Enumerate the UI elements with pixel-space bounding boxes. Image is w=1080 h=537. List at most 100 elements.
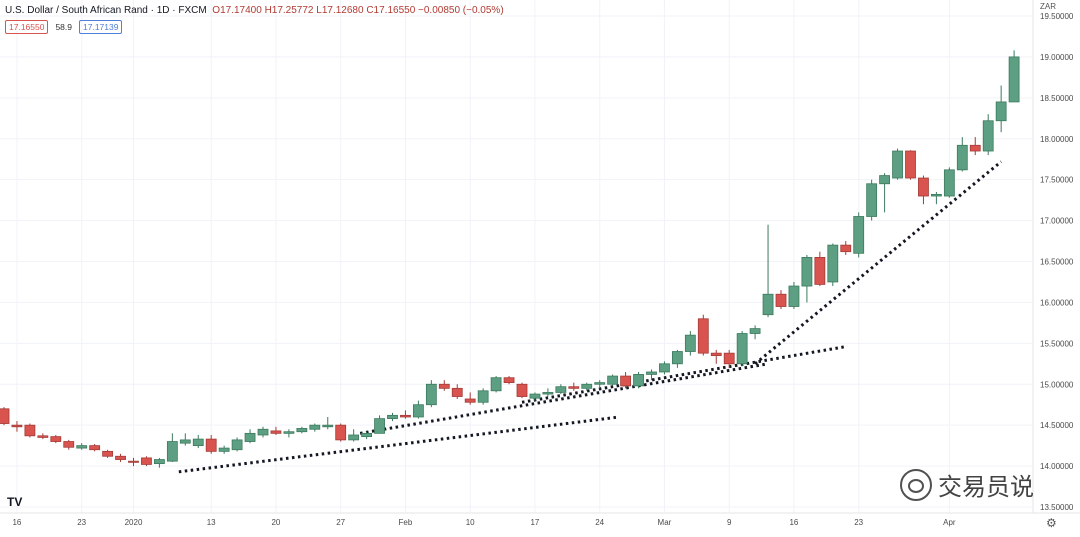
candle	[1008, 50, 1020, 103]
candle	[814, 251, 826, 287]
candle	[477, 388, 489, 405]
watermark-text: 交易员说	[938, 474, 1034, 501]
candle	[76, 443, 88, 450]
candle	[568, 382, 580, 391]
candle-body	[179, 439, 191, 444]
bid-price-button[interactable]: 17.16550	[5, 20, 49, 34]
y-tick-label: 18.50000	[1040, 94, 1074, 103]
candle-body	[464, 398, 476, 403]
candle-body	[684, 334, 696, 352]
candle	[451, 384, 463, 399]
candle	[348, 429, 360, 442]
candle	[892, 148, 903, 180]
candle	[361, 431, 373, 440]
trendline[interactable]	[754, 160, 1003, 365]
candle-body	[374, 418, 385, 434]
candle-body	[244, 432, 256, 442]
x-tick-label: 23	[77, 518, 86, 527]
symbol-title[interactable]: U.S. Dollar / South African Rand · 1D · …	[5, 5, 207, 16]
candle-body	[166, 441, 178, 462]
candle-body	[115, 455, 126, 460]
candle-body	[723, 352, 735, 365]
gear-icon[interactable]: ⚙	[1046, 516, 1057, 530]
candle	[63, 439, 75, 450]
candle	[231, 437, 243, 452]
x-tick-label: 17	[530, 518, 539, 527]
candle	[490, 376, 502, 393]
candle-body	[995, 101, 1007, 122]
y-tick-label: 19.00000	[1040, 53, 1074, 62]
candle-body	[24, 424, 36, 437]
candle	[205, 434, 217, 454]
candle-body	[37, 435, 49, 438]
x-tick-label: 16	[789, 518, 798, 527]
y-tick-label: 15.00000	[1040, 380, 1074, 389]
candle-body	[775, 293, 787, 307]
candle	[102, 449, 113, 458]
watermark: 交易员说	[900, 467, 1034, 502]
candle-body	[736, 333, 748, 365]
candle-body	[425, 383, 437, 406]
candle	[309, 423, 321, 432]
candle	[581, 382, 593, 391]
candle	[956, 137, 968, 172]
candle	[723, 349, 735, 368]
candle-body	[270, 430, 282, 434]
candle-body	[231, 439, 243, 451]
candle-body	[620, 375, 631, 387]
trendline[interactable]	[178, 415, 620, 474]
candle	[192, 434, 204, 449]
candle	[646, 369, 657, 381]
candle	[50, 434, 62, 444]
candle	[141, 456, 152, 467]
tradingview-logo[interactable]: TV	[7, 495, 23, 509]
ask-price-button[interactable]: 17.17139	[79, 20, 123, 34]
candle-body	[555, 386, 567, 393]
candle	[257, 426, 269, 438]
candle-body	[697, 318, 709, 354]
ohlc-values: O17.17400 H17.25772 L17.12680 C17.16550 …	[212, 5, 504, 16]
candle	[749, 325, 761, 340]
candle	[179, 433, 191, 446]
candle-body	[348, 434, 360, 441]
x-tick-label: 23	[854, 518, 863, 527]
candle-body	[646, 371, 657, 375]
candle	[853, 212, 865, 258]
candle	[115, 453, 126, 462]
candle	[335, 423, 347, 442]
candle-body	[361, 432, 373, 438]
candle-body	[840, 244, 852, 253]
candle-body	[581, 383, 593, 389]
candle	[633, 371, 644, 389]
candle	[879, 173, 890, 213]
candle	[128, 457, 139, 467]
currency-label[interactable]: ZAR	[1040, 2, 1056, 11]
candle-body	[788, 285, 800, 307]
candle-body	[633, 374, 644, 387]
candle-body	[905, 150, 916, 179]
candle	[840, 241, 852, 255]
candle	[918, 175, 929, 205]
trendline[interactable]	[521, 345, 847, 404]
candle	[89, 443, 101, 452]
candle-body	[814, 257, 826, 285]
candle	[244, 429, 256, 444]
x-tick-label: Feb	[399, 518, 413, 527]
candle-body	[982, 120, 994, 152]
candle-body	[892, 150, 903, 179]
candle-body	[1008, 56, 1020, 103]
candle-body	[153, 459, 165, 465]
candle-body	[11, 424, 23, 428]
candle-body	[76, 445, 88, 449]
candle	[555, 384, 567, 395]
y-tick-label: 17.00000	[1040, 217, 1074, 226]
candle	[659, 361, 670, 375]
candle	[736, 331, 748, 367]
candle-body	[141, 457, 152, 465]
candle-body	[542, 392, 554, 395]
candle	[37, 433, 49, 440]
candle-body	[477, 390, 489, 403]
x-tick-label: 24	[595, 518, 604, 527]
